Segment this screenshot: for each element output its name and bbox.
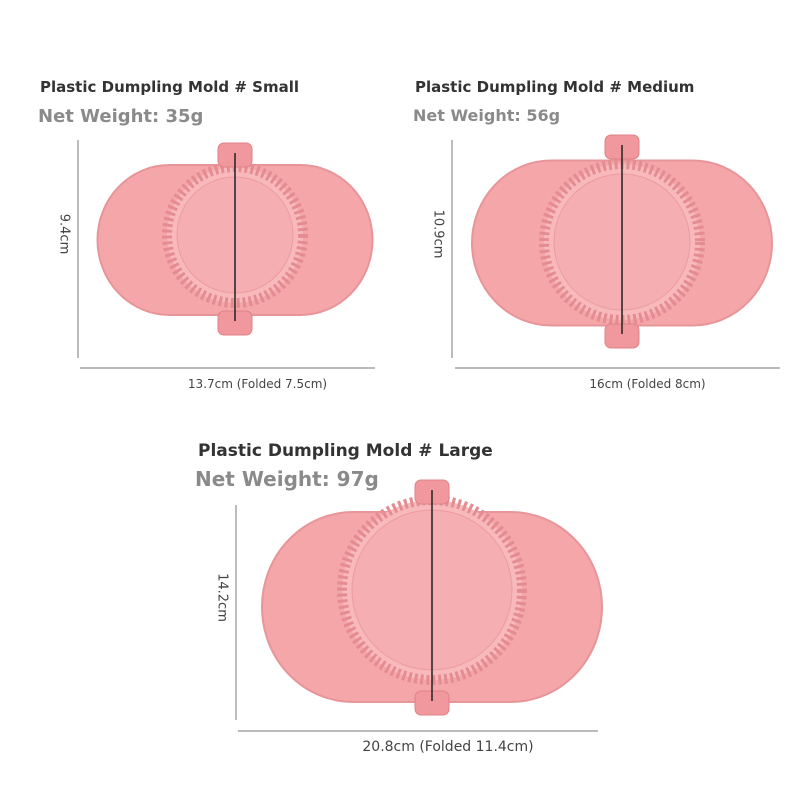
width-label: 20.8cm (Folded 11.4cm) bbox=[362, 739, 533, 755]
dumpling-mold bbox=[471, 134, 773, 349]
height-label: 9.4cm bbox=[57, 214, 72, 255]
width-label: 16cm (Folded 8cm) bbox=[589, 377, 705, 391]
product-title: Plastic Dumpling Mold # Medium bbox=[415, 78, 694, 96]
net-weight: Net Weight: 97g bbox=[195, 467, 379, 491]
height-label: 14.2cm bbox=[215, 573, 230, 622]
dumpling-mold bbox=[261, 479, 603, 716]
height-label: 10.9cm bbox=[431, 210, 446, 259]
product-title: Plastic Dumpling Mold # Large bbox=[198, 441, 493, 461]
net-weight: Net Weight: 56g bbox=[413, 106, 560, 125]
dumpling-mold bbox=[96, 142, 374, 336]
width-label: 13.7cm (Folded 7.5cm) bbox=[188, 377, 327, 391]
product-title: Plastic Dumpling Mold # Small bbox=[40, 78, 299, 96]
net-weight: Net Weight: 35g bbox=[38, 106, 203, 127]
